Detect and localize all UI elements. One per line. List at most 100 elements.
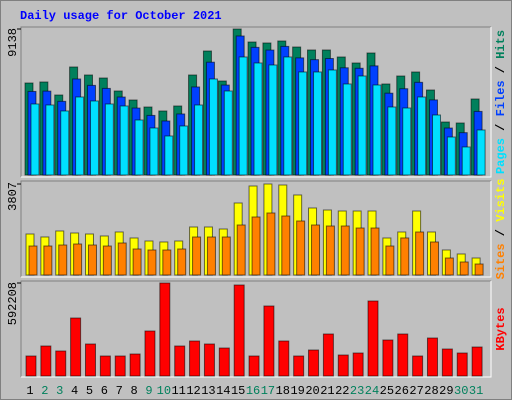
x-tick-label: 16 [246,384,260,398]
x-tick-label: 7 [116,384,123,398]
x-tick-label: 17 [261,384,275,398]
legend-entry: Hits [494,30,508,59]
bar [43,245,53,276]
bar [149,127,159,176]
x-tick-label: 26 [395,384,409,398]
bar [370,227,380,276]
bar [194,104,204,176]
bar [372,84,382,176]
bar [233,284,245,377]
bar [218,347,230,377]
bar [325,225,335,276]
x-tick-label: 4 [71,384,78,398]
bar [446,136,456,176]
x-tick-label: 30 [454,384,468,398]
x-tick-label: 9 [145,384,152,398]
bar [119,105,129,176]
chart-title: Daily usage for October 2021 [20,9,222,23]
bar [293,355,305,377]
x-tick-label: 8 [130,384,137,398]
bar [208,78,218,176]
bar [162,249,172,276]
panel-bevel [21,181,492,278]
bar [417,96,427,176]
bar [426,337,438,377]
legend: Sites / Visits [494,179,508,280]
x-tick-label: 6 [101,384,108,398]
legend-entry: Pages [494,138,508,174]
bar [471,346,483,377]
bar [461,146,471,176]
legend-entry: Visits [494,179,508,222]
bar [129,353,141,377]
bar [402,107,412,176]
x-tick-label: 12 [186,384,200,398]
bar [441,348,453,377]
bar [55,350,67,377]
bar [174,345,186,377]
bar [385,245,395,276]
bar [253,62,263,176]
bar [73,243,83,276]
bar [104,103,114,176]
bar [322,333,334,377]
x-tick-label: 21 [320,384,334,398]
panel-bevel [20,26,491,177]
x-tick-label: 3 [56,384,63,398]
x-tick-label: 5 [86,384,93,398]
bar [221,236,231,276]
bar [189,340,201,377]
x-tick-label: 1 [26,384,33,398]
legend-separator: / [494,222,508,244]
bar [313,71,323,176]
x-tick-label: 10 [157,384,171,398]
x-tick-label: 13 [201,384,215,398]
legend-separator: / [494,116,508,138]
bar [415,231,425,276]
x-tick-label: 2 [41,384,48,398]
bar [352,352,364,377]
bar [248,355,260,377]
bar [459,261,469,276]
bar [342,83,352,176]
legend-entry: Sites [494,243,508,279]
panel-bevel [20,280,491,377]
bar [429,241,439,276]
bar [296,220,306,276]
x-tick-label: 18 [276,384,290,398]
bar [355,227,365,276]
bar [308,349,320,377]
bar [70,317,82,377]
bar [412,355,424,377]
bar [114,355,126,377]
x-tick-label: 14 [216,384,230,398]
y-tick-label: 3807 [6,182,20,211]
bar [337,354,349,377]
x-tick-label: 22 [335,384,349,398]
bar [298,71,308,176]
legend: Pages / Files / Hits [494,30,508,174]
bar [159,282,171,377]
bar [192,236,202,276]
bar [236,224,246,276]
panel-bevel [21,281,492,378]
bar [263,305,275,377]
x-tick-label: 19 [290,384,304,398]
bar [144,330,156,377]
bar [367,300,379,377]
x-tick-label: 23 [350,384,364,398]
bar [278,340,290,377]
legend-entry: KBytes [494,307,508,350]
bar [340,225,350,276]
bar [25,355,37,377]
bar [60,110,70,176]
bar [387,106,397,176]
bar [147,249,157,276]
x-tick-label: 15 [231,384,245,398]
bar [444,257,454,276]
bar [357,75,367,176]
x-tick-label: 28 [424,384,438,398]
bar [268,64,278,176]
